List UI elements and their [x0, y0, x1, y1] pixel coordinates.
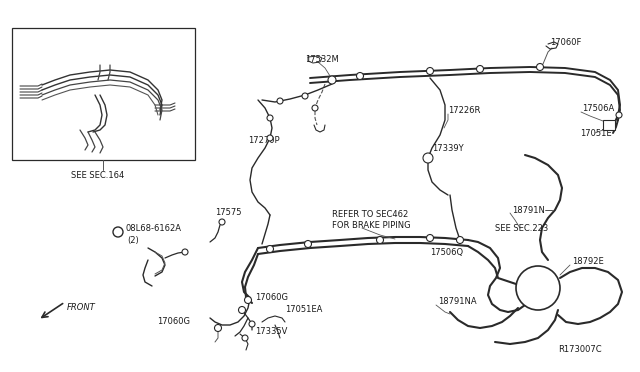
Text: 17575: 17575 [215, 208, 241, 217]
Text: 17270P: 17270P [248, 135, 280, 144]
Circle shape [305, 241, 312, 247]
Text: 17506A: 17506A [582, 103, 614, 112]
Circle shape [249, 321, 255, 327]
Text: 17051E: 17051E [580, 128, 612, 138]
Text: FOR BRAKE PIPING: FOR BRAKE PIPING [332, 221, 411, 230]
Circle shape [277, 98, 283, 104]
Text: 17506Q: 17506Q [430, 247, 463, 257]
Circle shape [182, 249, 188, 255]
Circle shape [376, 237, 383, 244]
Text: 18791N—: 18791N— [512, 205, 553, 215]
Text: B: B [115, 228, 120, 237]
Text: REFER TO SEC462: REFER TO SEC462 [332, 209, 408, 218]
Circle shape [328, 76, 336, 84]
Text: FRONT: FRONT [67, 304, 96, 312]
Circle shape [616, 112, 622, 118]
Text: 17335V: 17335V [255, 327, 287, 337]
Circle shape [516, 266, 560, 310]
Text: 17060F: 17060F [550, 38, 581, 46]
Circle shape [426, 234, 433, 241]
Bar [603, 120, 615, 130]
Circle shape [312, 105, 318, 111]
Text: SEE SEC.223: SEE SEC.223 [495, 224, 548, 232]
Text: 17051EA: 17051EA [285, 305, 323, 314]
Text: 18791NA: 18791NA [438, 298, 477, 307]
Text: T: T [426, 155, 430, 161]
Text: SEE SEC.164: SEE SEC.164 [72, 170, 125, 180]
Circle shape [266, 246, 273, 253]
Circle shape [244, 296, 252, 304]
Circle shape [302, 93, 308, 99]
Text: 08L68-6162A: 08L68-6162A [125, 224, 181, 232]
Circle shape [536, 64, 543, 71]
Text: 17060G: 17060G [157, 317, 190, 327]
Circle shape [239, 307, 246, 314]
Text: 17339Y: 17339Y [432, 144, 463, 153]
Circle shape [456, 237, 463, 244]
Text: R173007C: R173007C [558, 346, 602, 355]
Circle shape [477, 65, 483, 73]
Circle shape [356, 73, 364, 80]
Circle shape [242, 335, 248, 341]
Bar [12, 28, 195, 160]
Circle shape [423, 153, 433, 163]
Circle shape [426, 67, 433, 74]
Circle shape [113, 227, 123, 237]
Circle shape [214, 324, 221, 331]
Text: (2): (2) [127, 235, 139, 244]
Circle shape [267, 135, 273, 141]
Circle shape [267, 115, 273, 121]
Text: 18792E: 18792E [572, 257, 604, 266]
Circle shape [219, 219, 225, 225]
Text: 17226R: 17226R [448, 106, 481, 115]
Text: 17532M: 17532M [305, 55, 339, 64]
Text: 17060G: 17060G [255, 294, 288, 302]
